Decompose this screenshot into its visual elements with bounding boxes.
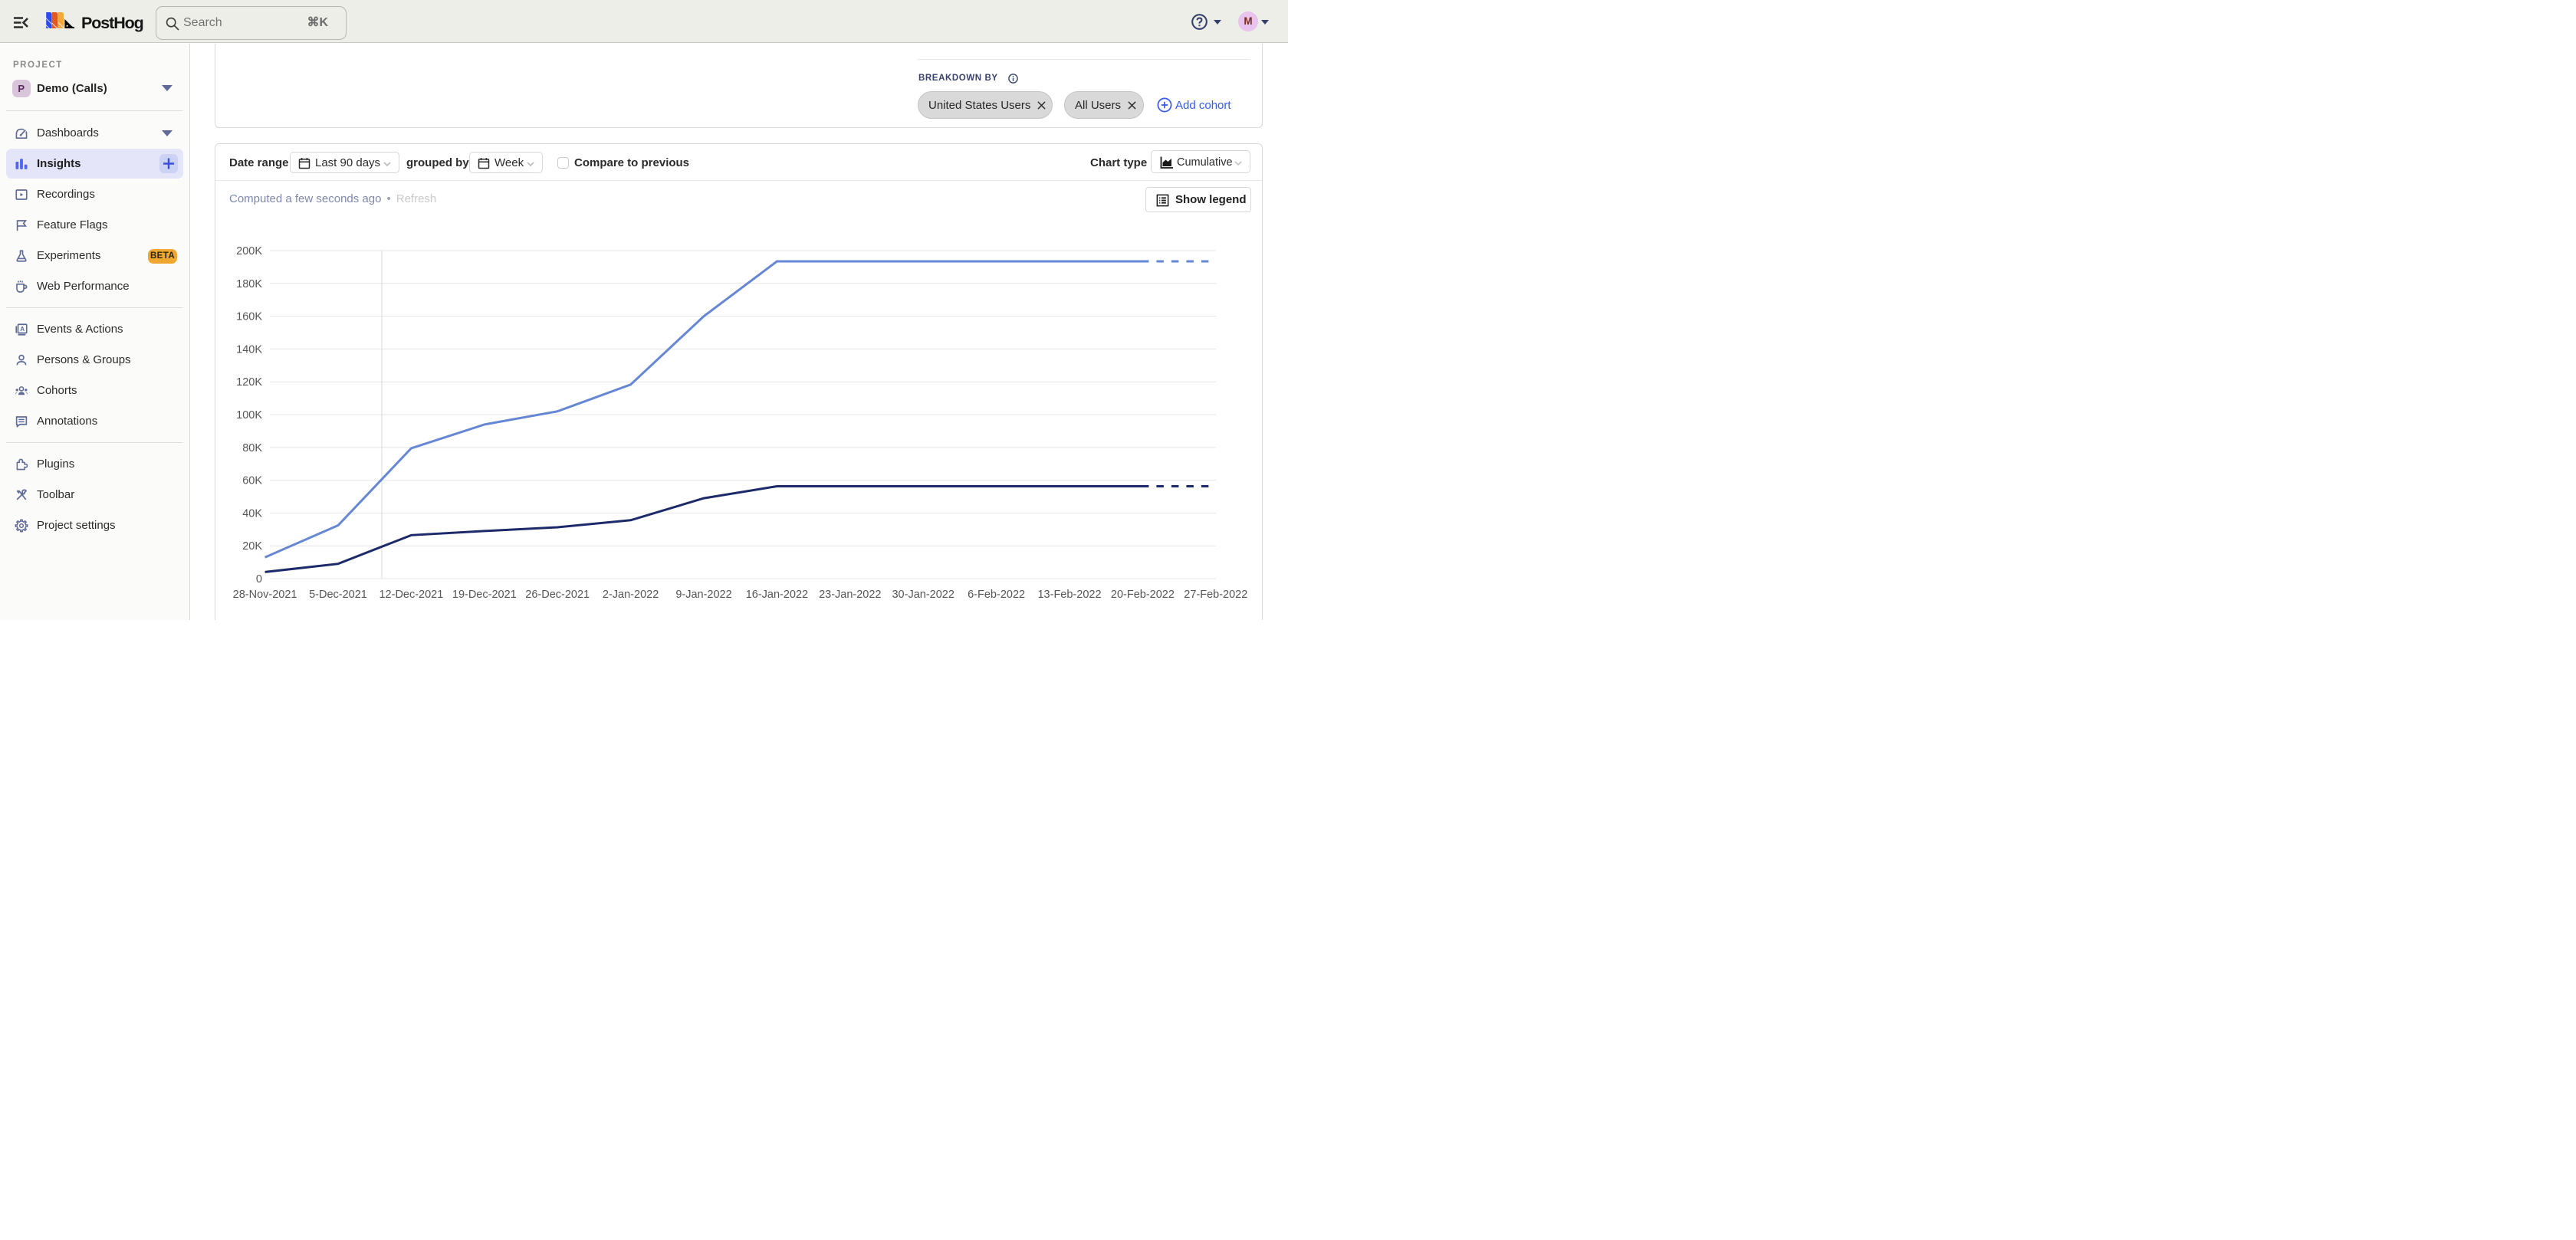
svg-text:20-Feb-2022: 20-Feb-2022	[1111, 589, 1175, 601]
svg-text:28-Nov-2021: 28-Nov-2021	[233, 589, 297, 601]
svg-text:100K: 100K	[236, 409, 262, 422]
svg-text:26-Dec-2021: 26-Dec-2021	[525, 589, 590, 601]
svg-text:13-Feb-2022: 13-Feb-2022	[1037, 589, 1101, 601]
svg-text:200K: 200K	[236, 245, 262, 258]
svg-text:160K: 160K	[236, 311, 262, 323]
svg-text:6-Feb-2022: 6-Feb-2022	[968, 589, 1025, 601]
svg-text:40K: 40K	[242, 507, 262, 520]
svg-text:180K: 180K	[236, 278, 262, 290]
svg-text:0: 0	[256, 573, 262, 586]
svg-text:20K: 20K	[242, 540, 262, 553]
svg-text:27-Feb-2022: 27-Feb-2022	[1184, 589, 1247, 601]
svg-text:19-Dec-2021: 19-Dec-2021	[452, 589, 517, 601]
svg-text:5-Dec-2021: 5-Dec-2021	[309, 589, 367, 601]
svg-text:60K: 60K	[242, 475, 262, 487]
svg-text:80K: 80K	[242, 442, 262, 454]
svg-text:120K: 120K	[236, 376, 262, 389]
svg-text:2-Jan-2022: 2-Jan-2022	[603, 589, 659, 601]
svg-text:16-Jan-2022: 16-Jan-2022	[746, 589, 808, 601]
svg-text:A: A	[20, 326, 25, 333]
svg-text:140K: 140K	[236, 343, 262, 356]
svg-text:9-Jan-2022: 9-Jan-2022	[675, 589, 731, 601]
svg-text:23-Jan-2022: 23-Jan-2022	[819, 589, 881, 601]
svg-text:12-Dec-2021: 12-Dec-2021	[379, 589, 443, 601]
svg-text:30-Jan-2022: 30-Jan-2022	[892, 589, 954, 601]
